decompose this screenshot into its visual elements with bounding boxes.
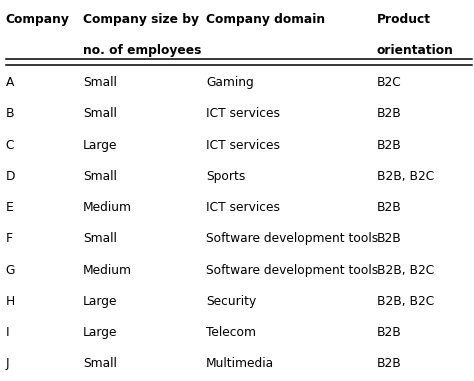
Text: Small: Small	[83, 76, 117, 89]
Text: Large: Large	[83, 295, 118, 308]
Text: ICT services: ICT services	[206, 107, 280, 120]
Text: F: F	[6, 232, 13, 245]
Text: B2B: B2B	[377, 232, 401, 245]
Text: Product: Product	[377, 13, 431, 26]
Text: B2B, B2C: B2B, B2C	[377, 295, 434, 308]
Text: E: E	[6, 201, 13, 214]
Text: J: J	[6, 357, 9, 370]
Text: Medium: Medium	[83, 201, 132, 214]
Text: D: D	[6, 170, 15, 183]
Text: ICT services: ICT services	[206, 139, 280, 152]
Text: B2B: B2B	[377, 139, 401, 152]
Text: Telecom: Telecom	[206, 326, 256, 339]
Text: B2B, B2C: B2B, B2C	[377, 170, 434, 183]
Text: Company domain: Company domain	[206, 13, 325, 26]
Text: Large: Large	[83, 139, 118, 152]
Text: no. of employees: no. of employees	[83, 44, 201, 57]
Text: C: C	[6, 139, 14, 152]
Text: A: A	[6, 76, 14, 89]
Text: Small: Small	[83, 357, 117, 370]
Text: Small: Small	[83, 107, 117, 120]
Text: Company size by: Company size by	[83, 13, 199, 26]
Text: Gaming: Gaming	[206, 76, 254, 89]
Text: Multimedia: Multimedia	[206, 357, 274, 370]
Text: Medium: Medium	[83, 264, 132, 277]
Text: I: I	[6, 326, 9, 339]
Text: Company: Company	[6, 13, 70, 26]
Text: B2B, B2C: B2B, B2C	[377, 264, 434, 277]
Text: Sports: Sports	[206, 170, 246, 183]
Text: B: B	[6, 107, 14, 120]
Text: Small: Small	[83, 232, 117, 245]
Text: B2B: B2B	[377, 326, 401, 339]
Text: B2B: B2B	[377, 357, 401, 370]
Text: B2B: B2B	[377, 201, 401, 214]
Text: ICT services: ICT services	[206, 201, 280, 214]
Text: B2B: B2B	[377, 107, 401, 120]
Text: Large: Large	[83, 326, 118, 339]
Text: H: H	[6, 295, 15, 308]
Text: G: G	[6, 264, 15, 277]
Text: Software development tools: Software development tools	[206, 232, 378, 245]
Text: Small: Small	[83, 170, 117, 183]
Text: Security: Security	[206, 295, 256, 308]
Text: Software development tools: Software development tools	[206, 264, 378, 277]
Text: orientation: orientation	[377, 44, 454, 57]
Text: B2C: B2C	[377, 76, 401, 89]
